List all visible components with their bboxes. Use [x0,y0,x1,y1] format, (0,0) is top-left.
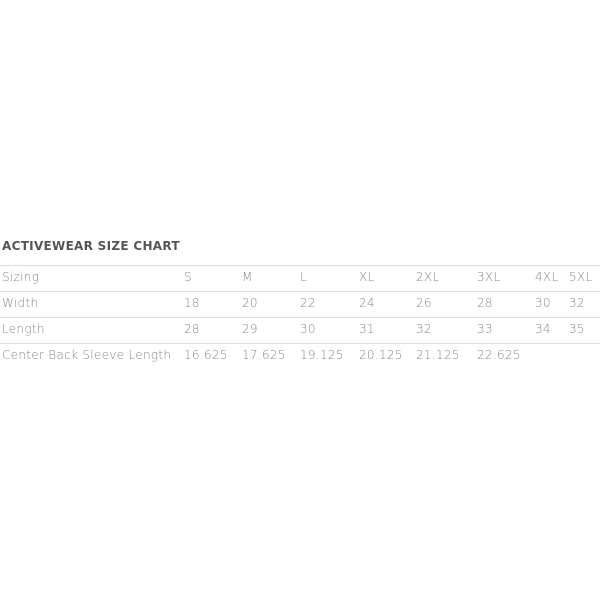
table-cell: 22 [300,296,316,310]
table-cell: 34 [535,322,551,336]
table-cell: 32 [569,296,585,310]
table-cell: 33 [477,322,493,336]
table-cell: 22.625 [477,348,521,362]
table-cell: 2XL [416,270,440,284]
table-cell: 19.125 [300,348,344,362]
table-cell: 30 [535,296,551,310]
table-row: Width 18 20 22 24 26 28 30 32 [0,291,600,317]
table-cell: L [300,270,307,284]
row-label: Width [2,296,39,310]
table-cell: 16.625 [184,348,228,362]
table-cell: 29 [242,322,258,336]
row-label: Sizing [2,270,40,284]
table-cell: S [184,270,192,284]
table-cell: XL [359,270,375,284]
table-cell: 3XL [477,270,501,284]
table-cell: 31 [359,322,375,336]
row-label: Center Back Sleeve Length [2,348,172,362]
table-cell: 4XL [535,270,559,284]
table-cell: 32 [416,322,432,336]
table-cell: 17.625 [242,348,286,362]
table-cell: 18 [184,296,200,310]
row-label: Length [2,322,45,336]
table-cell: 21.125 [416,348,460,362]
chart-title: ACTIVEWEAR SIZE CHART [2,239,180,253]
table-row: Center Back Sleeve Length 16.625 17.625 19.… [0,343,600,369]
table-cell: 5XL [569,270,593,284]
table-cell: 30 [300,322,316,336]
table-cell: 20 [242,296,258,310]
table-cell: 28 [184,322,200,336]
table-cell: 35 [569,322,585,336]
table-cell: 24 [359,296,375,310]
table-cell: 20.125 [359,348,403,362]
table-cell: 28 [477,296,493,310]
size-table: Sizing S M L XL 2XL 3XL 4XL 5XL Width 18 20 22 24 26 28… [0,265,600,369]
table-row: Length 28 29 30 31 32 33 34 35 [0,317,600,343]
table-cell: M [242,270,253,284]
header-row: Sizing S M L XL 2XL 3XL 4XL 5XL [0,265,600,291]
table-cell: 26 [416,296,432,310]
